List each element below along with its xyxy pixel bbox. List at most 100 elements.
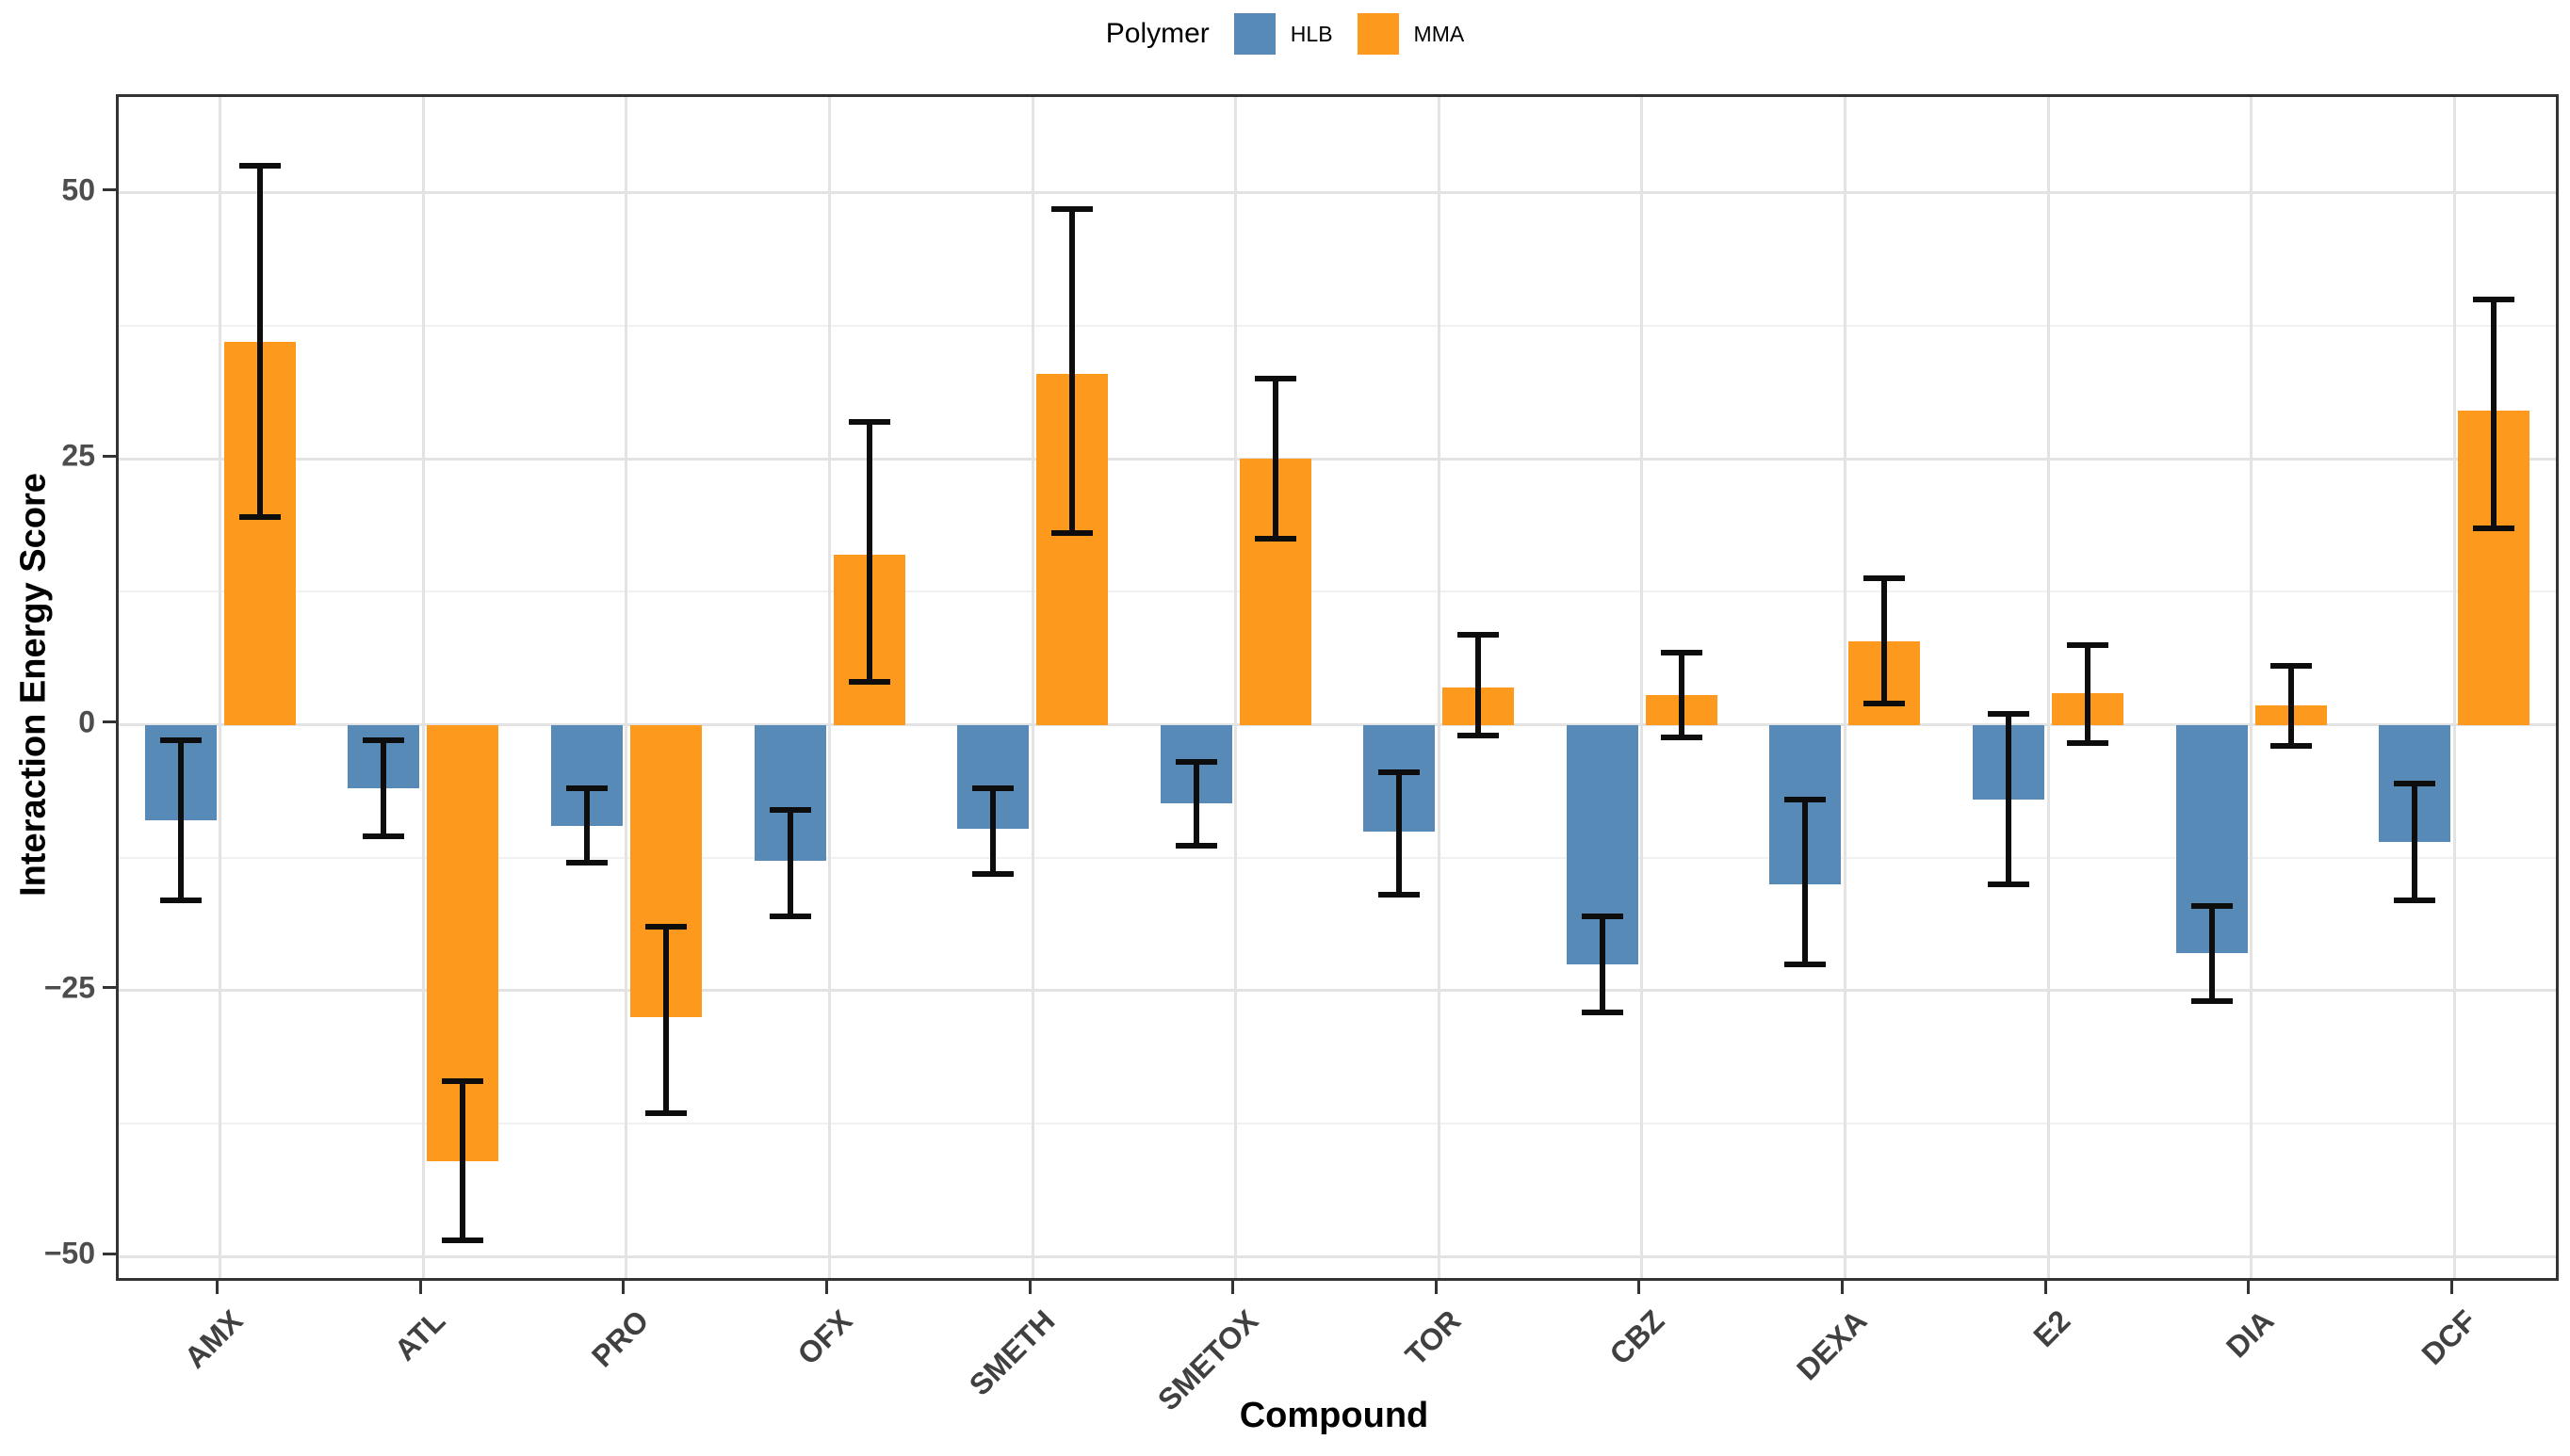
gridline-minor xyxy=(119,1123,2556,1125)
gridline-vertical xyxy=(828,97,832,1278)
errorbar-cap-bottom xyxy=(2067,739,2109,746)
x-tick-mark xyxy=(622,1281,626,1294)
gridline-minor xyxy=(119,856,2556,859)
plot-panel xyxy=(116,94,2559,1281)
errorbar-cap-top xyxy=(769,806,811,813)
errorbar-cap-top xyxy=(2394,780,2436,786)
errorbar-cap-bottom xyxy=(1378,892,1421,898)
errorbar-cap-bottom xyxy=(1581,1009,1623,1015)
x-tick-label-amx: AMX xyxy=(177,1303,250,1375)
y-tick-label: 50 xyxy=(61,172,95,207)
legend: Polymer HLB MMA xyxy=(0,8,2570,60)
x-tick-mark xyxy=(2043,1281,2047,1294)
x-tick-mark xyxy=(216,1281,220,1294)
gridline-major xyxy=(119,457,2556,461)
gridline-vertical xyxy=(1640,97,1644,1278)
x-tick-mark xyxy=(1637,1281,1641,1294)
errorbar-line xyxy=(1475,634,1482,736)
legend-swatch-mma xyxy=(1357,13,1399,55)
y-tick-label: 25 xyxy=(61,438,95,473)
gridline-major xyxy=(119,989,2556,993)
x-tick-label-ofx: OFX xyxy=(790,1303,858,1371)
errorbar-line xyxy=(1802,799,1809,964)
errorbar-cap-top xyxy=(2269,663,2312,670)
legend-item-hlb: HLB xyxy=(1233,13,1333,55)
errorbar-cap-top xyxy=(363,737,405,744)
gridline-major xyxy=(119,1254,2556,1258)
x-tick-label-tor: TOR xyxy=(1398,1303,1468,1372)
errorbar-cap-bottom xyxy=(1175,843,1217,849)
errorbar-cap-top xyxy=(1784,796,1827,802)
gridline-vertical xyxy=(1031,97,1034,1278)
y-tick-label: −25 xyxy=(43,970,95,1005)
y-tick-label: 0 xyxy=(78,704,95,739)
errorbar-cap-bottom xyxy=(1457,732,1500,738)
errorbar-cap-top xyxy=(159,737,202,744)
errorbar-cap-bottom xyxy=(644,1109,687,1116)
errorbar-line xyxy=(1678,652,1684,738)
errorbar-line xyxy=(1396,772,1403,896)
gridline-minor xyxy=(119,324,2556,327)
errorbar-cap-top xyxy=(972,785,1015,792)
errorbar-cap-bottom xyxy=(363,833,405,840)
errorbar-cap-bottom xyxy=(972,870,1015,877)
errorbar-cap-top xyxy=(2473,296,2515,302)
x-tick-mark xyxy=(1231,1281,1235,1294)
y-tick-mark xyxy=(103,188,116,192)
errorbar-cap-bottom xyxy=(565,860,608,866)
gridline-vertical xyxy=(1234,97,1238,1278)
errorbar-cap-bottom xyxy=(1660,735,1702,741)
y-tick-mark xyxy=(103,454,116,458)
errorbar-cap-bottom xyxy=(2473,525,2515,531)
errorbar-line xyxy=(2412,783,2418,900)
errorbar-cap-top xyxy=(1378,769,1421,776)
y-tick-mark xyxy=(103,720,116,724)
errorbar-cap-bottom xyxy=(1863,700,1906,706)
gridline-major xyxy=(119,191,2556,195)
x-tick-label-pro: PRO xyxy=(584,1303,656,1374)
legend-swatch-hlb xyxy=(1233,13,1276,55)
errorbar-cap-bottom xyxy=(159,897,202,903)
errorbar-line xyxy=(381,740,387,837)
errorbar-cap-bottom xyxy=(442,1238,484,1244)
legend-item-mma: MMA xyxy=(1357,13,1464,55)
gridline-vertical xyxy=(1843,97,1846,1278)
errorbar-line xyxy=(866,421,872,683)
errorbar-cap-top xyxy=(848,418,890,425)
x-tick-mark xyxy=(825,1281,829,1294)
gridline-vertical xyxy=(421,97,425,1278)
errorbar-line xyxy=(1193,762,1199,847)
errorbar-cap-top xyxy=(1175,759,1217,766)
errorbar-cap-top xyxy=(644,924,687,930)
errorbar-line xyxy=(787,809,793,916)
gridline-minor xyxy=(119,590,2556,593)
errorbar-line xyxy=(1069,208,1076,534)
errorbar-cap-bottom xyxy=(1254,535,1296,542)
x-tick-mark xyxy=(1028,1281,1032,1294)
errorbar-cap-bottom xyxy=(848,679,890,686)
legend-title: Polymer xyxy=(1105,18,1210,49)
y-tick-mark xyxy=(103,986,116,990)
errorbar-cap-bottom xyxy=(2394,897,2436,903)
errorbar-line xyxy=(662,927,669,1113)
errorbar-line xyxy=(1881,577,1888,704)
x-tick-label-dia: DIA xyxy=(2219,1303,2281,1365)
errorbar-cap-bottom xyxy=(2269,743,2312,750)
gridline-major xyxy=(119,723,2556,727)
legend-label-hlb: HLB xyxy=(1290,21,1333,46)
x-tick-mark xyxy=(2247,1281,2251,1294)
x-tick-label-dcf: DCF xyxy=(2415,1303,2483,1371)
x-tick-label-smeth: SMETH xyxy=(962,1303,1062,1402)
gridline-vertical xyxy=(2452,97,2456,1278)
errorbar-line xyxy=(2287,666,2294,747)
x-tick-label-cbz: CBZ xyxy=(1602,1303,1671,1371)
errorbar-line xyxy=(2208,905,2215,1002)
y-tick-label: −50 xyxy=(43,1236,95,1270)
gridline-vertical xyxy=(2250,97,2253,1278)
gridline-vertical xyxy=(219,97,222,1278)
errorbar-cap-top xyxy=(1051,205,1094,212)
errorbar-cap-top xyxy=(1863,574,1906,581)
gridline-vertical xyxy=(2046,97,2050,1278)
y-axis-title: Interaction Energy Score xyxy=(13,473,54,897)
